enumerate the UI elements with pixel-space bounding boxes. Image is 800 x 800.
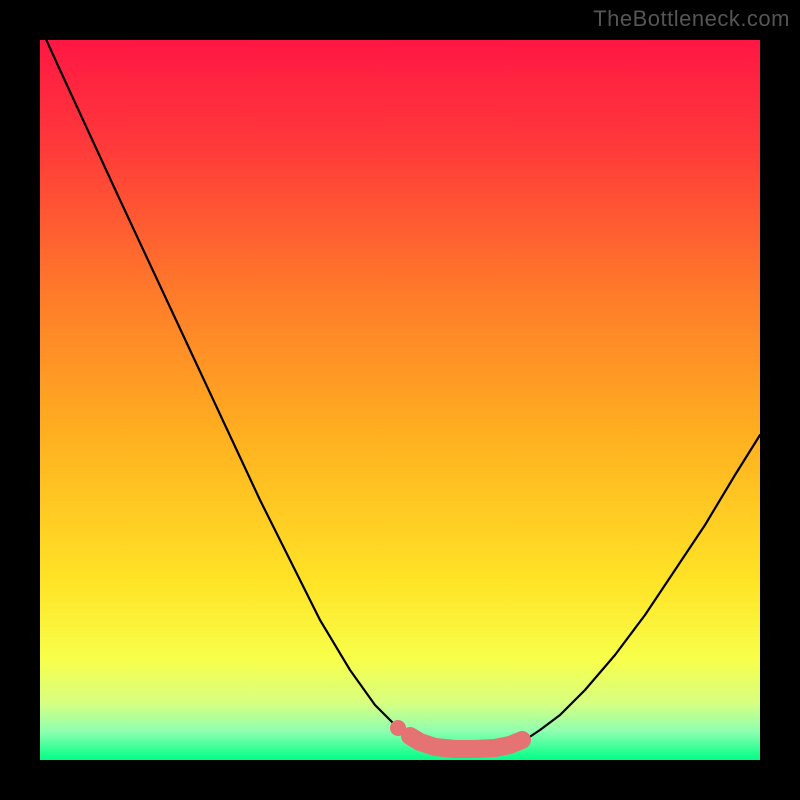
chart-container: { "watermark": { "text": "TheBottleneck.… xyxy=(0,0,800,800)
optimal-range-start-dot xyxy=(390,720,406,736)
bottleneck-chart xyxy=(0,0,800,800)
watermark-text: TheBottleneck.com xyxy=(593,6,790,32)
plot-background xyxy=(40,40,760,760)
